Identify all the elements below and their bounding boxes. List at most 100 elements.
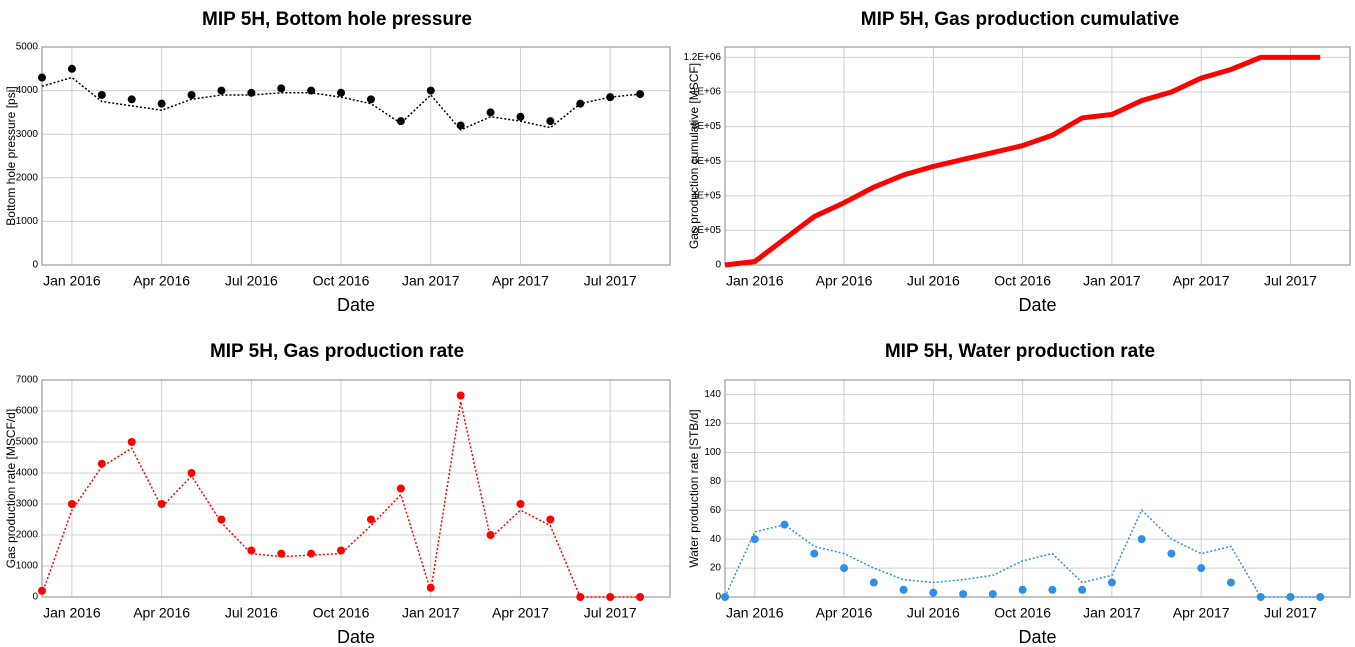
data-point bbox=[97, 90, 106, 99]
data-point bbox=[810, 549, 819, 558]
y-tick-label: 80 bbox=[710, 476, 722, 487]
x-tick-label: Jul 2016 bbox=[907, 273, 960, 289]
chart: MIP 5H, Bottom hole pressure 0 1000 2000 300… bbox=[4, 9, 671, 315]
x-tick-label: Oct 2016 bbox=[994, 273, 1051, 289]
x-tick-label: Jul 2017 bbox=[584, 273, 637, 289]
data-point bbox=[157, 99, 166, 108]
plot-frame bbox=[724, 46, 1351, 266]
y-tick-label: 0 bbox=[32, 260, 38, 271]
x-tick-label: Jan 2017 bbox=[1083, 273, 1141, 289]
data-point bbox=[606, 593, 615, 601]
y-tick-label: 100 bbox=[704, 447, 721, 458]
chart: MIP 5H, Gas production cumulative 0 2E+05 4… bbox=[683, 9, 1351, 315]
data-point bbox=[277, 549, 286, 558]
data-point bbox=[217, 86, 226, 95]
data-point bbox=[1256, 593, 1265, 601]
data-point bbox=[97, 459, 106, 468]
data-point bbox=[1197, 564, 1206, 573]
x-tick-label: Jan 2016 bbox=[43, 273, 101, 289]
x-tick-label: Oct 2016 bbox=[313, 273, 370, 289]
y-tick-label: 60 bbox=[710, 505, 722, 516]
y-tick-label: 1000 bbox=[16, 561, 39, 572]
data-point bbox=[929, 588, 938, 597]
x-axis-label: Date bbox=[1018, 295, 1056, 315]
data-point bbox=[247, 88, 256, 97]
chart-title: MIP 5H, Water production rate bbox=[885, 341, 1155, 362]
data-point bbox=[780, 520, 789, 529]
data-point bbox=[546, 117, 555, 126]
y-tick-label: 2000 bbox=[16, 172, 39, 183]
x-axis-label: Date bbox=[337, 627, 375, 647]
data-point bbox=[486, 108, 495, 117]
y-tick-label: 0 bbox=[715, 592, 721, 603]
x-tick-label: Apr 2016 bbox=[816, 605, 873, 621]
data-line bbox=[41, 401, 641, 598]
y-tick-label: 2E+05 bbox=[692, 225, 722, 236]
plot-frame bbox=[41, 379, 671, 598]
x-tick-label: Jul 2017 bbox=[584, 605, 637, 621]
y-tick-label: 3000 bbox=[16, 129, 39, 140]
y-tick-label: 0 bbox=[32, 592, 38, 603]
data-point bbox=[750, 535, 759, 544]
chart: MIP 5H, Gas production rate 0 1000 2000 3000… bbox=[4, 341, 671, 647]
y-axis-label: Bottom hole pressure [psi] bbox=[4, 86, 18, 225]
data-point bbox=[456, 391, 465, 400]
x-tick-label: Jan 2016 bbox=[726, 273, 784, 289]
data-point bbox=[1107, 578, 1116, 587]
data-point bbox=[1167, 549, 1176, 558]
data-point bbox=[396, 484, 405, 493]
data-point bbox=[1018, 585, 1027, 594]
data-point bbox=[1226, 578, 1235, 587]
x-tick-label: Apr 2017 bbox=[492, 605, 549, 621]
x-tick-label: Jul 2017 bbox=[1264, 273, 1317, 289]
y-tick-label: 7000 bbox=[16, 375, 39, 386]
data-point bbox=[366, 95, 375, 104]
x-tick-label: Apr 2016 bbox=[133, 605, 190, 621]
data-point bbox=[606, 93, 615, 102]
y-axis-label: Gas production rate [MSCF/d] bbox=[4, 409, 18, 568]
data-point bbox=[869, 578, 878, 587]
data-point bbox=[337, 546, 346, 555]
x-tick-label: Jul 2016 bbox=[225, 605, 278, 621]
y-tick-label: 0 bbox=[715, 260, 721, 271]
data-point bbox=[546, 515, 555, 524]
y-tick-label: 8E+05 bbox=[692, 121, 722, 132]
data-point bbox=[840, 564, 849, 573]
data-point bbox=[277, 84, 286, 93]
y-tick-label: 3000 bbox=[16, 499, 39, 510]
chart-title: MIP 5H, Gas production rate bbox=[210, 341, 464, 362]
data-point bbox=[426, 86, 435, 95]
x-tick-label: Jan 2016 bbox=[726, 605, 784, 621]
data-point bbox=[187, 90, 196, 99]
y-tick-label: 6E+05 bbox=[692, 156, 722, 167]
data-point bbox=[899, 585, 908, 594]
data-point bbox=[217, 515, 226, 524]
x-tick-label: Jan 2017 bbox=[1083, 605, 1141, 621]
chart: MIP 5H, Water production rate 0 20 40 60 80 10… bbox=[687, 341, 1351, 647]
data-point bbox=[516, 500, 525, 508]
y-tick-label: 1000 bbox=[16, 216, 39, 227]
y-tick-label: 6000 bbox=[16, 406, 39, 417]
y-tick-label: 120 bbox=[704, 418, 721, 429]
data-line bbox=[724, 54, 1321, 268]
y-tick-label: 5000 bbox=[16, 437, 39, 448]
data-point bbox=[396, 117, 405, 126]
data-line bbox=[724, 508, 1321, 598]
y-tick-label: 1E+06 bbox=[692, 87, 722, 98]
x-tick-label: Jan 2016 bbox=[43, 605, 101, 621]
data-point bbox=[307, 549, 316, 558]
x-axis-label: Date bbox=[1018, 627, 1056, 647]
y-tick-label: 40 bbox=[710, 534, 722, 545]
x-axis-label: Date bbox=[337, 295, 375, 315]
chart-title: MIP 5H, Gas production cumulative bbox=[861, 9, 1180, 30]
data-point bbox=[187, 469, 196, 477]
y-axis-label: Water production rate [STB/d] bbox=[687, 409, 701, 567]
x-tick-label: Apr 2016 bbox=[816, 273, 873, 289]
x-tick-label: Apr 2016 bbox=[133, 273, 190, 289]
y-tick-label: 4000 bbox=[16, 468, 39, 479]
y-tick-label: 140 bbox=[704, 389, 721, 400]
y-tick-label: 1.2E+06 bbox=[683, 52, 721, 63]
data-point bbox=[959, 590, 968, 599]
x-tick-label: Oct 2016 bbox=[994, 605, 1051, 621]
y-tick-label: 2000 bbox=[16, 530, 39, 541]
